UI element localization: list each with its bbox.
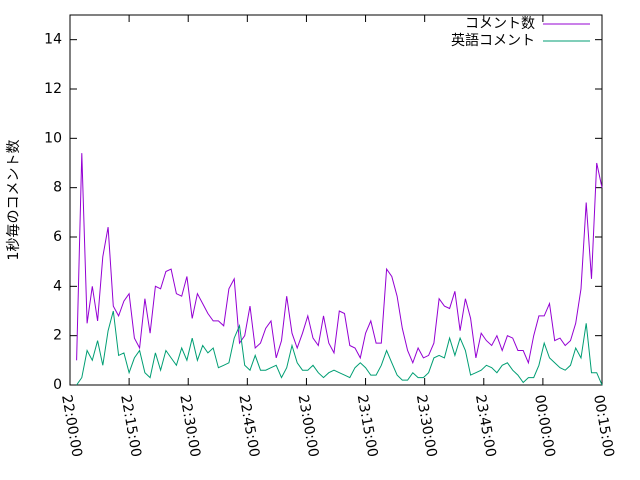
x-tick-label: 23:00:00 [295, 394, 322, 459]
y-tick-label: 0 [53, 377, 62, 393]
legend-label: 英語コメント [451, 32, 535, 49]
y-axis-label: 1秒毎のコメント数 [6, 140, 22, 261]
x-tick-label: 00:15:00 [590, 394, 617, 459]
series-line [76, 153, 603, 365]
y-tick-label: 14 [44, 32, 62, 48]
x-tick-label: 23:15:00 [354, 394, 381, 459]
y-tick-label: 4 [53, 278, 62, 294]
y-tick-label: 6 [53, 229, 62, 245]
x-tick-label: 00:00:00 [531, 394, 558, 459]
x-tick-label: 23:45:00 [472, 394, 499, 459]
y-tick-label: 2 [53, 328, 62, 344]
x-tick-label: 23:30:00 [413, 394, 440, 459]
x-tick-label: 22:45:00 [235, 394, 262, 459]
x-tick-label: 22:00:00 [58, 394, 85, 459]
x-tick-label: 22:15:00 [117, 394, 144, 459]
plot-border [69, 14, 603, 386]
series-line [76, 310, 603, 386]
y-tick-label: 8 [53, 180, 62, 196]
y-tick-label: 12 [44, 81, 62, 97]
x-tick-label: 22:30:00 [176, 394, 203, 459]
legend-label: コメント数 [465, 16, 535, 32]
y-tick-label: 10 [44, 130, 62, 146]
